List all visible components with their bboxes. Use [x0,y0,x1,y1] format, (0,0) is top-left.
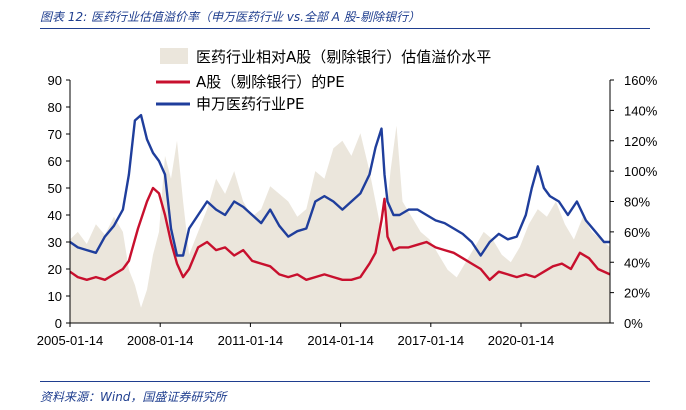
premium-area-layer [70,125,610,323]
y-left-tick-label: 20 [48,262,62,277]
legend-label-a-share: A股（剔除银行）的PE [196,73,345,91]
y-right-tick-label: 160% [624,73,658,88]
title-divider [40,28,650,29]
y-right-tick-label: 140% [624,103,658,118]
x-ticks: 2005-01-14 2008-01-14 2011-01-14 2014-01-14… [37,323,555,348]
y-left-tick-label: 40 [48,208,62,223]
y-left-tick-label: 30 [48,235,62,250]
y-right-tick-label: 0% [624,316,643,331]
y-right-tick-label: 100% [624,164,658,179]
legend-label-premium: 医药行业相对A股（剔除银行）估值溢价水平 [196,48,491,66]
y-left-tick-label: 0 [55,316,62,331]
y-right-tick-label: 40% [624,255,650,270]
source-note: 资料来源：Wind，国盛证券研究所 [40,390,227,404]
series-a-share-line [69,186,611,281]
y-right-tick-label: 20% [624,286,650,301]
y-left-tick-label: 90 [48,73,62,88]
source-divider [40,381,650,382]
y-right-tick-label: 80% [624,195,650,210]
x-tick-label: 2020-01-14 [488,333,555,348]
y-right-tick-label: 60% [624,225,650,240]
y-left-tick-label: 70 [48,127,62,142]
y-left-tick-label: 10 [48,289,62,304]
y-right-tick-label: 120% [624,134,658,149]
x-tick-label: 2017-01-14 [398,333,465,348]
legend-swatch-premium [160,48,188,64]
figure-title: 图表 12: 医药行业估值溢价率（申万医药行业 vs.全部 A 股-剔除银行） [40,10,421,24]
y-left-tick-label: 60 [48,154,62,169]
x-tick-label: 2008-01-14 [127,333,194,348]
x-tick-label: 2014-01-14 [307,333,374,348]
x-tick-label: 2011-01-14 [218,333,284,348]
y-right-ticks: 0% 20% 40% 60% 80% 100% 120% 140% 160% [610,73,658,331]
y-left-tick-label: 50 [48,181,62,196]
y-left-ticks: 0 10 20 30 40 50 60 70 80 90 [48,73,70,331]
series-pharma-line [69,113,610,257]
legend-label-pharma: 申万医药行业PE [196,95,305,113]
pe-lines-layer [69,113,611,281]
x-tick-label: 2005-01-14 [37,333,104,348]
y-left-tick-label: 80 [48,100,62,115]
legend: 医药行业相对A股（剔除银行）估值溢价水平 A股（剔除银行）的PE 申万医药行业P… [156,48,491,113]
chart: 0 10 20 30 40 50 60 70 80 90 0% 20% 40% 60% 80% 100% 12… [37,48,658,348]
series-premium-area [70,125,610,323]
